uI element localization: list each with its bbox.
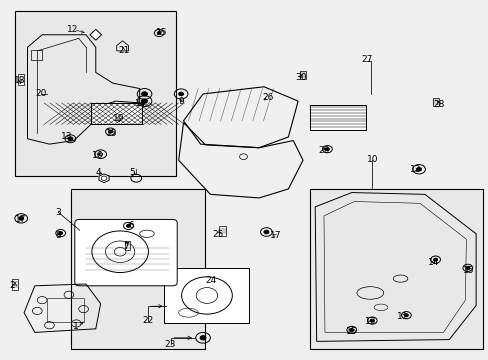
- Circle shape: [465, 266, 469, 269]
- Text: 1: 1: [73, 322, 79, 331]
- Text: 20: 20: [35, 89, 46, 98]
- Circle shape: [349, 328, 353, 331]
- Text: 24: 24: [205, 276, 217, 285]
- Text: 5: 5: [129, 168, 135, 177]
- Text: 8: 8: [55, 231, 61, 240]
- Text: 2: 2: [10, 281, 15, 290]
- Text: 26: 26: [262, 93, 273, 102]
- Text: 28: 28: [433, 100, 444, 109]
- Text: 17: 17: [16, 215, 27, 224]
- Text: 15: 15: [462, 266, 473, 275]
- Bar: [163, 268, 249, 323]
- Bar: [15, 12, 176, 176]
- Bar: [300, 71, 305, 79]
- Text: 30: 30: [295, 73, 306, 82]
- Text: 9: 9: [178, 96, 183, 105]
- Text: 4: 4: [95, 168, 101, 177]
- Text: 29: 29: [318, 146, 329, 155]
- Circle shape: [264, 230, 268, 234]
- Text: 10: 10: [366, 156, 377, 165]
- Text: 14: 14: [135, 99, 146, 108]
- Text: 19: 19: [113, 114, 124, 123]
- Circle shape: [142, 99, 147, 103]
- Text: 21: 21: [118, 46, 129, 55]
- Circle shape: [178, 92, 183, 96]
- Text: 17: 17: [269, 231, 281, 240]
- Circle shape: [68, 137, 73, 140]
- Circle shape: [369, 319, 373, 322]
- Text: 18: 18: [15, 76, 26, 85]
- Text: 15: 15: [346, 327, 357, 336]
- Bar: [18, 74, 24, 85]
- Circle shape: [126, 225, 130, 227]
- Text: 15: 15: [106, 129, 118, 138]
- Circle shape: [325, 148, 329, 150]
- Bar: [12, 279, 19, 290]
- Text: 27: 27: [361, 55, 372, 64]
- Circle shape: [433, 258, 437, 261]
- FancyBboxPatch shape: [75, 220, 177, 286]
- Text: 13: 13: [364, 317, 375, 326]
- Bar: [219, 226, 225, 235]
- Text: 22: 22: [142, 316, 153, 325]
- Circle shape: [404, 314, 407, 317]
- Polygon shape: [90, 30, 102, 40]
- Circle shape: [200, 336, 205, 340]
- Text: 11: 11: [396, 312, 408, 321]
- Circle shape: [142, 92, 147, 96]
- Bar: [432, 98, 438, 106]
- Text: 23: 23: [164, 340, 176, 349]
- Circle shape: [108, 130, 112, 133]
- Bar: [310, 189, 483, 348]
- Bar: [91, 103, 142, 125]
- Text: 16: 16: [91, 151, 103, 160]
- Circle shape: [416, 167, 421, 171]
- Text: 13: 13: [61, 132, 72, 141]
- Bar: [124, 240, 130, 250]
- Bar: [47, 298, 83, 321]
- Text: 25: 25: [212, 230, 223, 239]
- Text: 12: 12: [67, 25, 79, 34]
- Text: 3: 3: [55, 208, 61, 217]
- Text: 6: 6: [128, 221, 134, 230]
- Text: 15: 15: [156, 28, 167, 37]
- Bar: [71, 189, 205, 348]
- Bar: [91, 103, 142, 125]
- Text: 7: 7: [123, 242, 129, 251]
- Bar: [31, 50, 42, 60]
- Polygon shape: [99, 174, 109, 183]
- Circle shape: [59, 231, 62, 234]
- Text: 14: 14: [427, 258, 438, 267]
- Circle shape: [157, 32, 161, 35]
- Circle shape: [19, 217, 23, 220]
- Bar: [310, 105, 366, 130]
- Text: 12: 12: [408, 165, 420, 174]
